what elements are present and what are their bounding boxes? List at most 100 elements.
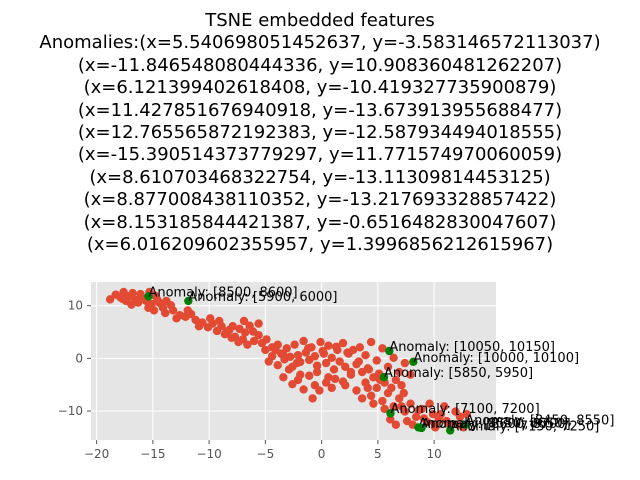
- data-point: [305, 371, 314, 380]
- title-line-anomaly: (x=8.877008438110352, y=-13.217693328857…: [83, 189, 557, 211]
- data-point: [397, 402, 406, 411]
- chart-title: TSNE embedded features Anomalies:(x=5.540…: [0, 10, 640, 256]
- data-point: [419, 414, 429, 423]
- data-point: [428, 409, 438, 419]
- data-point: [391, 420, 401, 429]
- anomaly-point: [417, 423, 426, 433]
- anomaly-point: [409, 357, 418, 366]
- data-point: [455, 412, 465, 422]
- data-point: [352, 386, 361, 395]
- data-point: [378, 396, 387, 406]
- y-tick-label: −10: [58, 404, 83, 418]
- data-point: [343, 348, 352, 357]
- data-point: [243, 340, 252, 349]
- data-point: [222, 327, 232, 336]
- anomaly-point: [445, 426, 455, 435]
- data-point: [303, 344, 313, 353]
- data-point: [462, 409, 471, 419]
- data-point: [299, 336, 308, 346]
- data-point: [273, 361, 282, 370]
- data-point: [240, 328, 250, 337]
- anomaly-label: Anomaly: [7150, 7250]: [450, 419, 599, 434]
- anomaly-point: [386, 409, 395, 418]
- y-tick-label: 0: [75, 351, 83, 365]
- anomaly-label: Anomaly: [5900, 6000]: [188, 290, 337, 305]
- data-point: [234, 337, 243, 347]
- anomaly-label: Anomaly: [8500, 8600]: [148, 285, 297, 300]
- data-point: [312, 361, 322, 370]
- data-point: [262, 335, 271, 344]
- data-point: [397, 381, 406, 390]
- data-point: [354, 357, 363, 366]
- data-point: [292, 358, 302, 368]
- data-point: [293, 351, 303, 360]
- title-line-anomaly: (x=11.427851676940918, y=-13.67391395568…: [77, 99, 563, 121]
- data-point: [319, 349, 329, 358]
- x-tick-label: −20: [84, 447, 109, 461]
- x-tick-label: −15: [140, 447, 165, 461]
- data-point: [361, 351, 370, 360]
- anomaly-point: [184, 296, 193, 306]
- data-point: [254, 319, 263, 328]
- data-point: [136, 292, 145, 301]
- data-point: [154, 297, 163, 307]
- data-point: [161, 308, 170, 318]
- data-point: [442, 416, 451, 426]
- y-tick-label: 10: [68, 299, 83, 313]
- x-tick-label: −5: [257, 447, 275, 461]
- data-point: [267, 343, 277, 352]
- data-point: [389, 353, 398, 363]
- data-point: [279, 351, 288, 360]
- data-point: [364, 365, 374, 374]
- data-point: [400, 358, 410, 368]
- title-line-anomaly: (x=8.153185844421387, y=-0.6516482830047…: [83, 211, 557, 233]
- data-point: [172, 314, 181, 323]
- data-point: [279, 373, 288, 382]
- data-point: [308, 394, 317, 403]
- data-point: [327, 383, 336, 393]
- data-point: [387, 383, 396, 393]
- data-point: [406, 370, 415, 379]
- data-point: [215, 316, 224, 326]
- data-point: [128, 288, 137, 298]
- title-line-anomaly: (x=-11.846548080444336, y=10.90836048126…: [77, 54, 563, 76]
- data-point: [206, 314, 215, 323]
- data-point: [431, 423, 440, 432]
- anomaly-label: Anomaly: [7100, 7200]: [390, 402, 539, 417]
- data-point: [389, 402, 398, 411]
- title-line-anomaly: (x=-15.390514373779297, y=11.77157497006…: [77, 144, 563, 166]
- data-point: [399, 388, 408, 398]
- title-line-anomaly: (x=12.765565872192383, y=-12.58793449401…: [77, 122, 563, 144]
- data-point: [248, 327, 258, 336]
- data-point: [366, 391, 376, 400]
- data-point: [341, 362, 350, 371]
- x-tick-label: 5: [374, 447, 382, 461]
- x-tick-label: 10: [426, 447, 441, 461]
- data-point: [346, 367, 356, 377]
- data-point: [391, 375, 401, 385]
- data-point: [321, 358, 331, 368]
- data-point: [372, 383, 381, 393]
- data-point: [183, 306, 192, 315]
- data-point: [383, 362, 393, 371]
- data-point: [228, 322, 237, 331]
- anomaly-label: Anomaly: [10050, 10150]: [389, 340, 555, 355]
- data-point: [366, 337, 376, 347]
- data-point: [288, 379, 297, 389]
- data-point: [227, 333, 236, 343]
- data-point: [168, 306, 178, 315]
- data-point: [316, 337, 325, 347]
- data-point: [338, 377, 348, 386]
- data-point: [312, 367, 322, 377]
- data-point: [406, 399, 415, 408]
- x-tick-label: −10: [196, 447, 221, 461]
- title-line-anomaly: (x=6.016209602355957, y=1.39968562126159…: [86, 234, 554, 256]
- anomaly-label: Anomaly: [10000, 10100]: [413, 351, 579, 366]
- data-point: [411, 412, 421, 422]
- data-point: [324, 373, 333, 382]
- data-point: [267, 352, 277, 361]
- data-point: [335, 357, 344, 366]
- data-point: [284, 365, 294, 374]
- data-point: [290, 340, 299, 349]
